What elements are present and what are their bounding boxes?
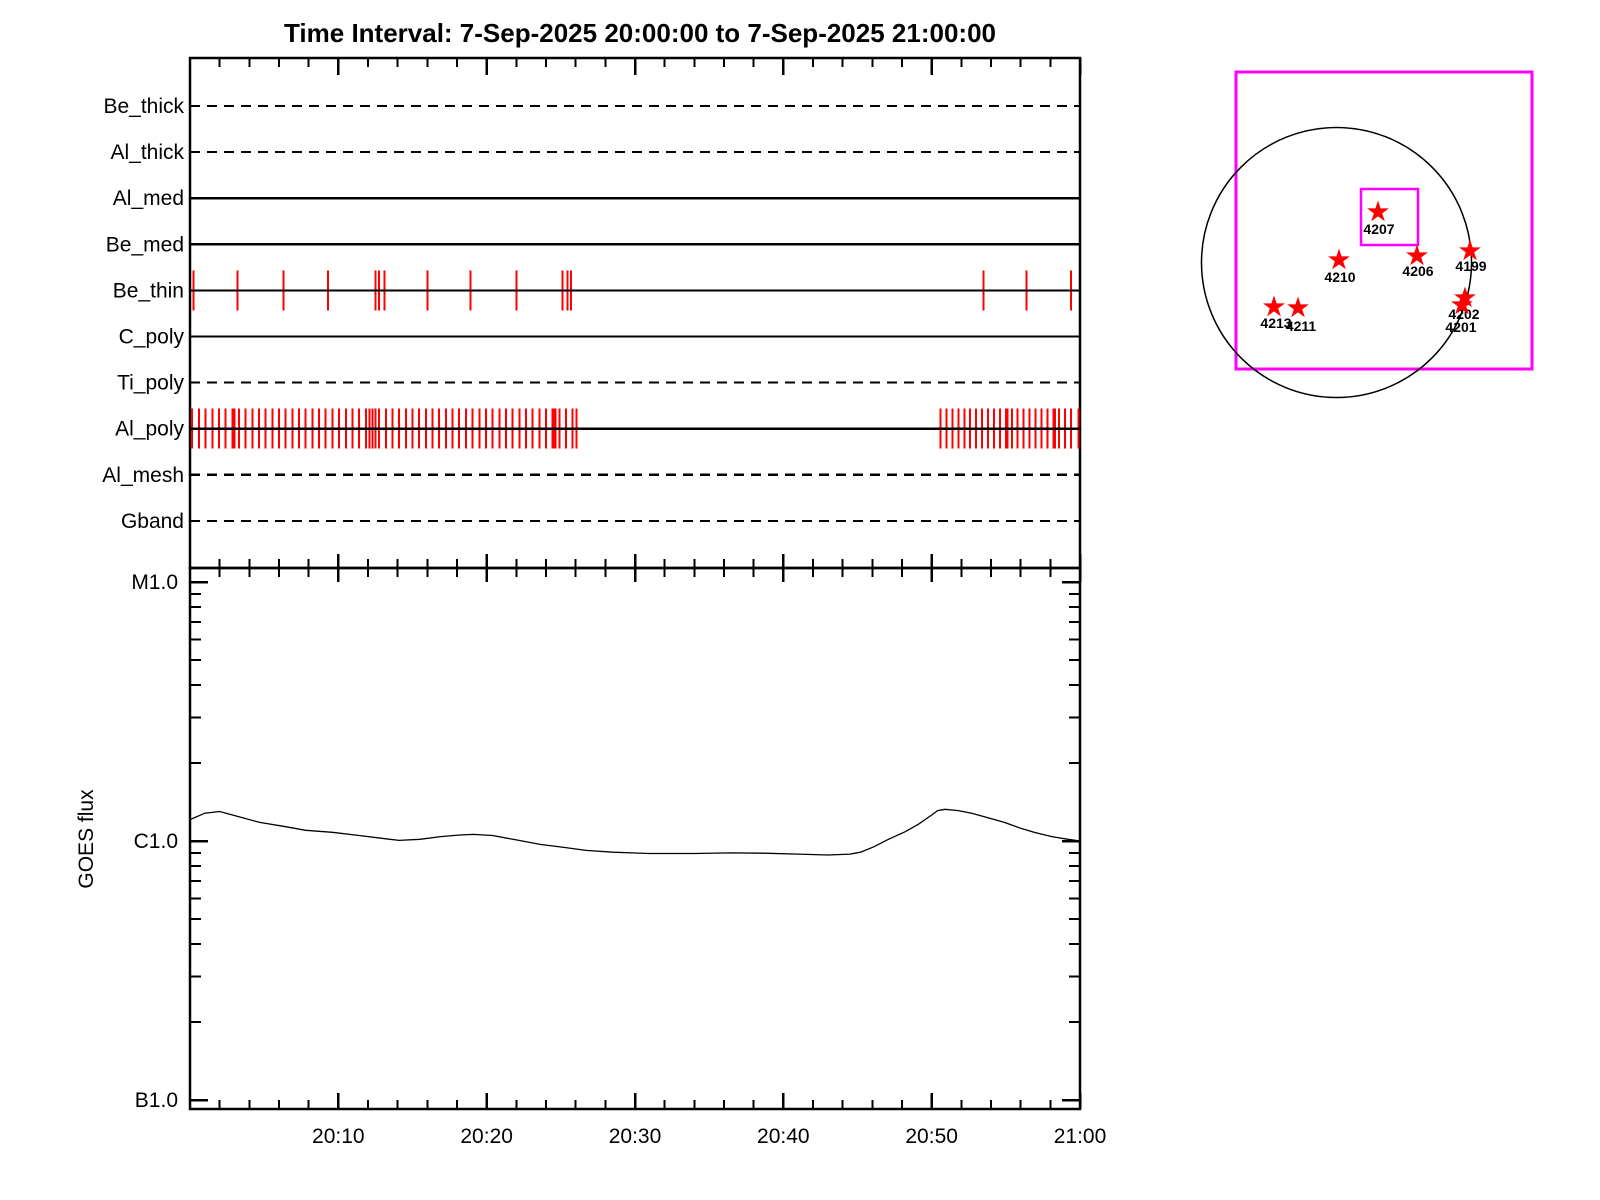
page-title: Time Interval: 7-Sep-2025 20:00:00 to 7-… (284, 18, 996, 48)
x-tick-label-20:30: 20:30 (609, 1125, 662, 1148)
row-label-Al_thick: Al_thick (110, 141, 184, 164)
x-tick-label-20:20: 20:20 (460, 1125, 513, 1148)
active-region-label-4201: 4201 (1445, 319, 1476, 335)
row-label-Al_med: Al_med (113, 187, 184, 210)
active-region-star-4199 (1459, 239, 1481, 261)
active-region-star-4210 (1328, 248, 1350, 270)
row-label-Be_thin: Be_thin (113, 279, 184, 302)
fov-box (1234, 70, 1534, 371)
active-region-label-4213: 4213 (1260, 315, 1291, 331)
goes-flux-curve (189, 808, 1081, 856)
active-region-star-4201 (1451, 293, 1473, 315)
goes-y-label-C1.0: C1.0 (134, 830, 178, 853)
row-label-Al_mesh: Al_mesh (102, 464, 184, 487)
timeline-panel-border (188, 56, 1082, 570)
active-region-star-4206 (1406, 244, 1428, 266)
target-box (1359, 187, 1420, 247)
goes-y-label-B1.0: B1.0 (135, 1089, 178, 1112)
active-region-star-4207 (1367, 200, 1389, 222)
filter-timeline-panel: Be_thick Al_thick Al_med Be_med Be_thin C_pol… (102, 56, 1082, 1109)
solar-limb-circle (1200, 126, 1473, 399)
goes-flux-panel: M1.0 C1.0 B1.0 20:10 20:20 20:30 20:40 20:50 21:… (131, 566, 1107, 1148)
row-label-Be_med: Be_med (106, 233, 184, 256)
active-region-label-4202: 4202 (1448, 306, 1479, 322)
row-label-Ti_poly: Ti_poly (117, 372, 184, 395)
active-region-label-4207: 4207 (1363, 221, 1394, 237)
active-region-label-4210: 4210 (1324, 269, 1355, 285)
x-tick-label-21:00: 21:00 (1054, 1125, 1107, 1148)
row-label-Gband: Gband (121, 510, 184, 533)
active-region-label-4199: 4199 (1455, 258, 1486, 274)
row-label-Al_poly: Al_poly (115, 418, 184, 441)
active-region-label-4206: 4206 (1402, 263, 1433, 279)
active-region-star-4202 (1454, 286, 1476, 308)
x-tick-label-20:10: 20:10 (312, 1125, 365, 1148)
x-tick-label-20:50: 20:50 (905, 1125, 958, 1148)
active-region-label-4211: 4211 (1286, 318, 1317, 334)
goes-y-label-M1.0: M1.0 (131, 571, 178, 594)
x-tick-label-20:40: 20:40 (757, 1125, 810, 1148)
active-region-star-4211 (1287, 296, 1309, 318)
row-label-Be_thick: Be_thick (103, 95, 184, 118)
active-region-star-4213 (1263, 295, 1285, 317)
goes-panel-border (188, 566, 1082, 1111)
goes-flux-axis-label: GOES flux (75, 789, 98, 889)
row-label-C_poly: C_poly (119, 326, 185, 349)
